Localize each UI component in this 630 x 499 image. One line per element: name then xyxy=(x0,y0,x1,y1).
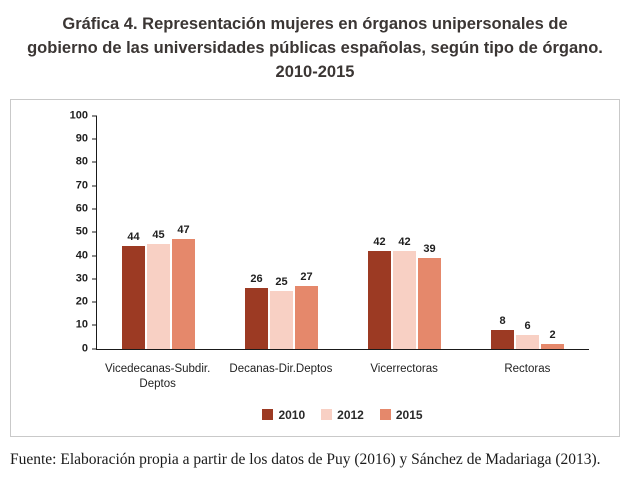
y-tick-mark xyxy=(92,185,97,187)
y-tick-mark xyxy=(92,161,97,163)
chart-container: 44 45 47 26 25 27 42 42 39 8 6 2 0 10 20 30 40 50 60 70 80 9… xyxy=(10,98,620,437)
bar-value-label: 42 xyxy=(373,235,386,248)
category-label: Decanas-Dir.Deptos xyxy=(229,362,333,375)
y-tick-label: 60 xyxy=(75,202,88,215)
bar-value-label: 45 xyxy=(152,228,165,241)
category-label: Rectoras xyxy=(504,362,551,375)
bar: 42 xyxy=(368,236,391,349)
bar: 8 xyxy=(491,316,514,349)
bar-group: 42 42 39 xyxy=(368,116,441,349)
y-tick-mark xyxy=(92,138,97,140)
y-tick-mark xyxy=(92,324,97,326)
legend-item: 2012 xyxy=(321,408,364,422)
y-tick-label: 0 xyxy=(81,342,88,355)
y-tick-label: 10 xyxy=(75,318,88,331)
y-tick-label: 70 xyxy=(75,179,88,192)
y-tick-mark xyxy=(92,278,97,280)
y-tick-label: 90 xyxy=(75,132,88,145)
bar-group-slot: 26 25 27 xyxy=(220,116,343,349)
bar-value-label: 44 xyxy=(127,231,140,244)
bar: 25 xyxy=(270,276,293,349)
chart-title: Gráfica 4. Representación mujeres en órg… xyxy=(27,15,603,81)
bar-groups: 44 45 47 26 25 27 42 42 39 8 6 2 xyxy=(97,116,589,349)
legend-item: 2010 xyxy=(262,408,305,422)
bar-group-slot: 42 42 39 xyxy=(343,116,466,349)
y-tick-label: 40 xyxy=(75,249,88,262)
y-tick-mark xyxy=(92,301,97,303)
bar-value-label: 47 xyxy=(177,224,190,237)
bar-value-label: 6 xyxy=(524,319,531,332)
x-axis-label-slot: Rectoras xyxy=(466,362,589,393)
plot-area: 44 45 47 26 25 27 42 42 39 8 6 2 0 10 20 30 40 50 60 70 80 9… xyxy=(70,110,589,354)
bar-value-label: 42 xyxy=(398,235,411,248)
bar-value-label: 26 xyxy=(250,273,263,286)
legend-label: 2015 xyxy=(395,407,423,422)
x-axis-label-slot: Vicerrectoras xyxy=(343,362,466,393)
x-axis-label-slot: Vicedecanas-Subdir. Deptos xyxy=(96,362,219,393)
bar-value-label: 27 xyxy=(300,270,313,283)
source-note: Fuente: Elaboración propia a partir de l… xyxy=(10,450,601,468)
bar: 2 xyxy=(541,330,564,349)
bar-group: 26 25 27 xyxy=(245,116,318,349)
bar-group: 44 45 47 xyxy=(122,116,195,349)
legend-swatch xyxy=(379,409,391,421)
chart-inner: 44 45 47 26 25 27 42 42 39 8 6 2 0 10 20 30 40 50 60 70 80 9… xyxy=(11,100,619,422)
bar: 6 xyxy=(516,320,539,349)
bar-group-slot: 8 6 2 xyxy=(466,116,589,349)
bar: 42 xyxy=(393,236,416,349)
category-label: Vicerrectoras xyxy=(370,362,438,375)
bar: 44 xyxy=(122,232,145,349)
y-tick-label: 20 xyxy=(75,295,88,308)
bar-value-label: 25 xyxy=(275,275,288,288)
bar-value-label: 2 xyxy=(549,329,556,342)
x-axis-label-slot: Decanas-Dir.Deptos xyxy=(219,362,342,393)
y-tick-label: 30 xyxy=(75,272,88,285)
y-tick-mark xyxy=(92,348,97,350)
category-label: Vicedecanas-Subdir. Deptos xyxy=(104,362,211,391)
y-tick-mark xyxy=(92,208,97,210)
bar: 27 xyxy=(295,271,318,349)
bar-value-label: 8 xyxy=(499,315,506,328)
y-tick-mark xyxy=(92,255,97,257)
bar: 47 xyxy=(172,225,195,349)
legend: 2010 2012 2015 xyxy=(96,408,589,422)
y-tick-label: 50 xyxy=(75,225,88,238)
y-tick-mark xyxy=(92,231,97,233)
legend-swatch xyxy=(262,409,274,421)
bar: 39 xyxy=(418,243,441,349)
legend-swatch xyxy=(321,409,333,421)
bar: 26 xyxy=(245,274,268,349)
y-tick-label: 80 xyxy=(75,155,88,168)
y-tick-mark xyxy=(92,115,97,117)
bar: 45 xyxy=(147,229,170,349)
bar-value-label: 39 xyxy=(423,242,436,255)
bar-group-slot: 44 45 47 xyxy=(97,116,220,349)
legend-label: 2012 xyxy=(337,407,364,422)
x-axis-labels: Vicedecanas-Subdir. Deptos Decanas-Dir.De… xyxy=(96,362,589,393)
y-tick-label: 100 xyxy=(69,109,88,122)
bar-group: 8 6 2 xyxy=(491,116,564,349)
legend-item: 2015 xyxy=(379,407,423,422)
legend-label: 2010 xyxy=(278,407,306,422)
